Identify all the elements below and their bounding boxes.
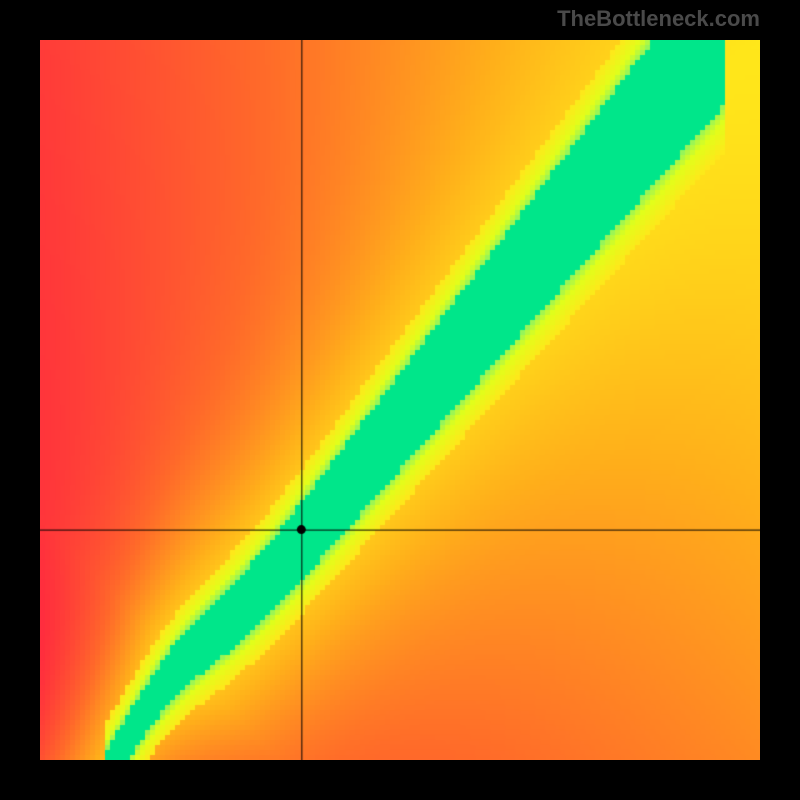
watermark-text: TheBottleneck.com xyxy=(557,6,760,32)
heatmap-canvas xyxy=(40,40,760,760)
heatmap-plot xyxy=(40,40,760,760)
chart-container: TheBottleneck.com xyxy=(0,0,800,800)
